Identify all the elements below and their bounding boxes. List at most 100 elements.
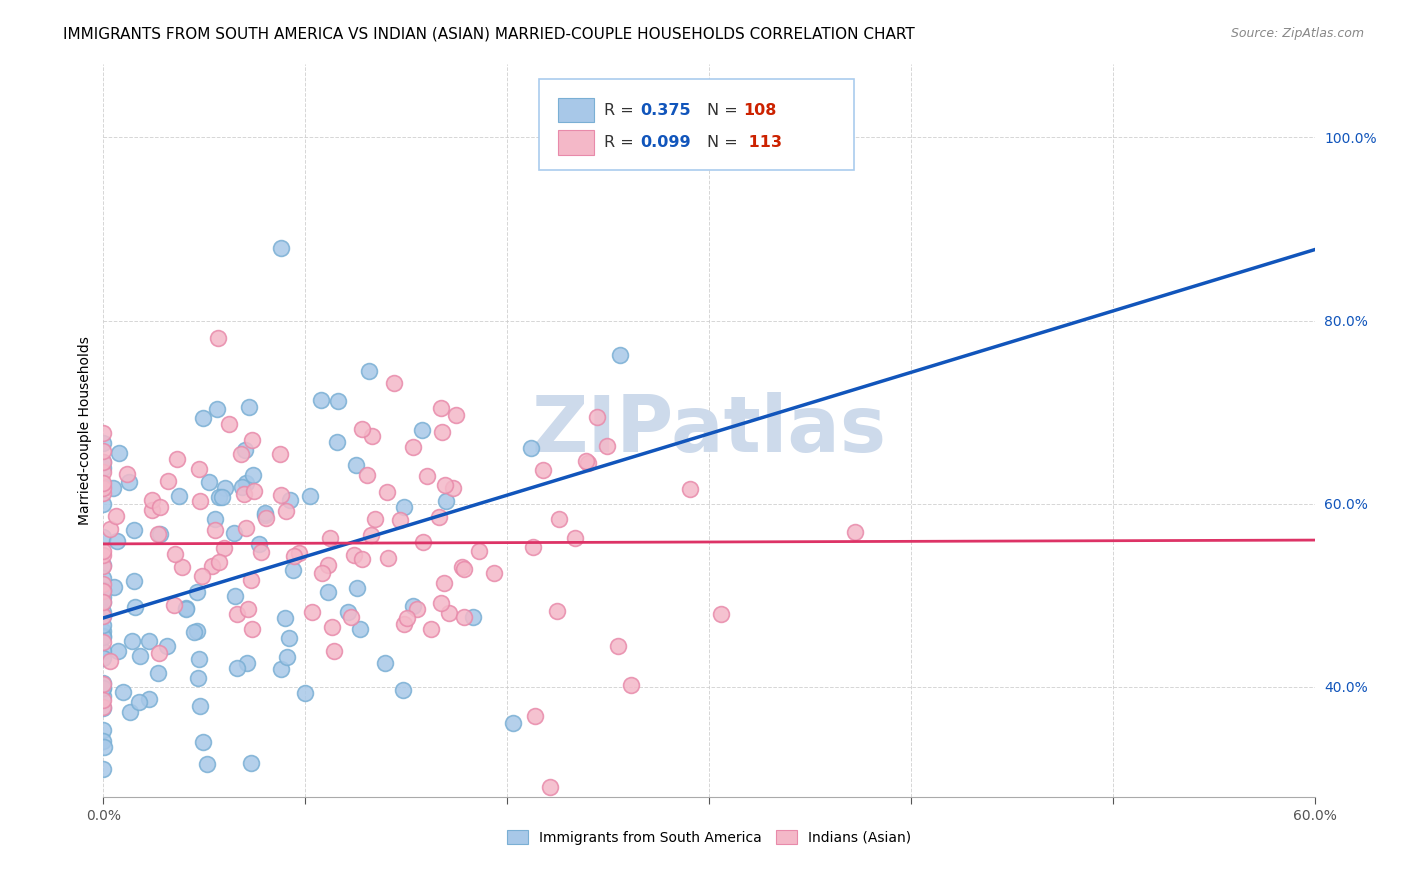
Point — [270, 488, 292, 502]
Point — [93, 690, 115, 704]
Point — [93, 530, 115, 544]
Point — [352, 422, 374, 436]
Point — [235, 521, 257, 535]
Point — [238, 400, 260, 414]
Point — [163, 547, 186, 561]
Point — [103, 481, 125, 495]
Point — [107, 644, 129, 658]
Point — [433, 477, 456, 491]
Point — [138, 633, 160, 648]
Point — [392, 683, 415, 698]
Point — [167, 808, 190, 822]
Point — [359, 364, 381, 378]
Point — [148, 646, 170, 660]
Text: R =: R = — [603, 135, 638, 150]
Point — [575, 454, 598, 468]
Point — [93, 677, 115, 691]
Point — [156, 639, 179, 653]
Point — [93, 584, 115, 599]
Legend: Immigrants from South America, Indians (Asian): Immigrants from South America, Indians (… — [508, 830, 911, 845]
Point — [93, 651, 115, 665]
Point — [166, 452, 188, 467]
Point — [232, 486, 254, 500]
Point — [451, 560, 474, 574]
Point — [360, 528, 382, 542]
Point — [93, 426, 115, 441]
Point — [374, 656, 396, 670]
Point — [340, 610, 363, 624]
Text: N =: N = — [707, 103, 742, 118]
Point — [186, 624, 208, 638]
Point — [253, 506, 276, 520]
Point — [402, 599, 425, 613]
Point — [146, 526, 169, 541]
Point — [93, 571, 115, 585]
Point — [124, 599, 146, 614]
Point — [429, 596, 451, 610]
Point — [93, 455, 115, 469]
Point — [233, 442, 256, 457]
Point — [433, 576, 456, 591]
Point — [141, 492, 163, 507]
Point — [93, 496, 115, 510]
Point — [167, 489, 190, 503]
Point — [141, 503, 163, 517]
Point — [321, 620, 343, 634]
Point — [174, 602, 197, 616]
Point — [191, 410, 214, 425]
Point — [93, 723, 115, 737]
Point — [444, 408, 467, 422]
Point — [434, 494, 457, 508]
Text: ZIPatlas: ZIPatlas — [531, 392, 887, 468]
Point — [188, 494, 211, 508]
Point — [207, 331, 229, 345]
Point — [149, 500, 172, 515]
Point — [346, 581, 368, 595]
Point — [93, 558, 115, 572]
Point — [93, 481, 115, 495]
Point — [416, 469, 439, 483]
Text: IMMIGRANTS FROM SOUTH AMERICA VS INDIAN (ASIAN) MARRIED-COUPLE HOUSEHOLDS CORREL: IMMIGRANTS FROM SOUTH AMERICA VS INDIAN … — [63, 27, 915, 42]
Point — [316, 585, 339, 599]
Point — [93, 676, 115, 690]
Point — [191, 569, 214, 583]
Point — [218, 417, 240, 431]
Point — [215, 802, 238, 816]
Point — [352, 552, 374, 566]
Point — [311, 566, 333, 580]
Point — [392, 616, 415, 631]
FancyBboxPatch shape — [558, 130, 593, 154]
Point — [396, 611, 419, 625]
Point — [105, 533, 128, 548]
Point — [122, 524, 145, 538]
Point — [484, 566, 506, 580]
Point — [93, 740, 115, 755]
Point — [269, 447, 291, 461]
Point — [107, 445, 129, 459]
Point — [98, 522, 121, 536]
Point — [316, 558, 339, 572]
Point — [224, 589, 246, 603]
Point — [93, 577, 115, 591]
Point — [520, 441, 543, 455]
Point — [148, 665, 170, 680]
Point — [98, 654, 121, 668]
Point — [212, 541, 235, 555]
Point — [104, 508, 127, 523]
Point — [170, 559, 193, 574]
Point — [564, 531, 586, 545]
Point — [620, 678, 643, 692]
Point — [274, 504, 297, 518]
Text: N =: N = — [707, 135, 742, 150]
Point — [585, 409, 607, 424]
Point — [441, 481, 464, 495]
Point — [430, 425, 453, 440]
Point — [309, 393, 332, 408]
Point — [207, 555, 229, 569]
Point — [111, 685, 134, 699]
Point — [201, 558, 224, 573]
Point — [93, 476, 115, 491]
Point — [188, 461, 211, 475]
Point — [93, 595, 115, 609]
Point — [163, 598, 186, 612]
